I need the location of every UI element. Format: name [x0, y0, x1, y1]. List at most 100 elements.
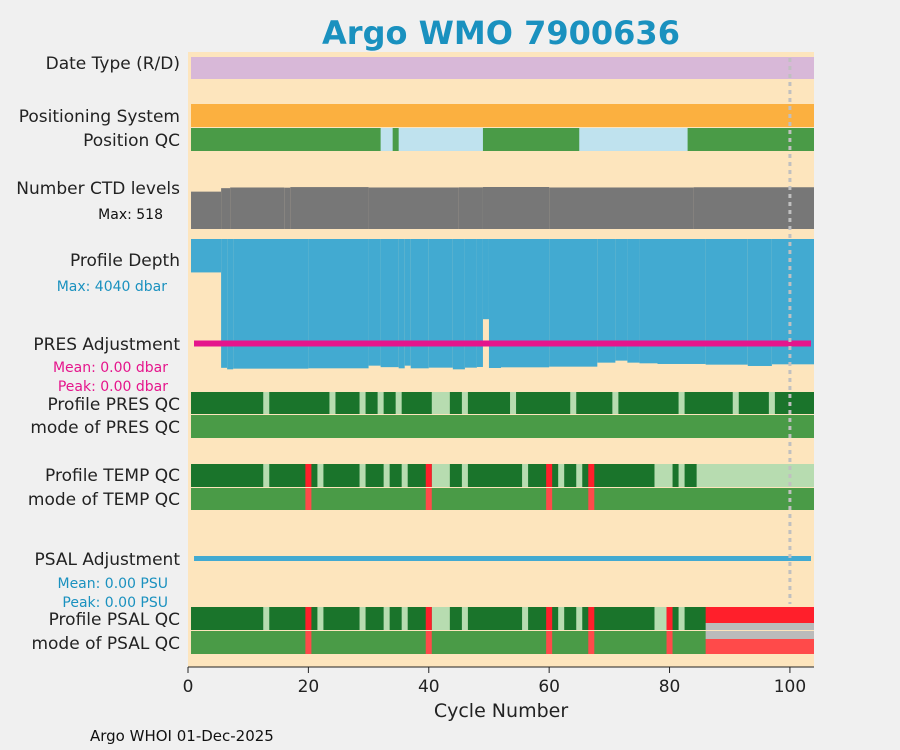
row-labels: Date Type (R/D) Positioning System Posit… — [16, 54, 180, 654]
profile-pres-qc-segment — [461, 392, 468, 414]
profile-depth-column — [191, 239, 222, 273]
profile-depth-column — [404, 239, 411, 366]
profile-psal-qc-segment — [431, 607, 450, 630]
profile-depth-column — [747, 239, 772, 366]
x-tick-label: 60 — [538, 677, 560, 697]
profile-psal-qc-segment — [383, 607, 390, 630]
profile-psal-qc-bad-segment — [305, 607, 312, 630]
profile-pres-qc-segment — [359, 392, 366, 414]
profile-temp-qc-segment — [678, 464, 685, 487]
profile-depth-column — [227, 239, 234, 370]
profile-pres-qc-segment — [612, 392, 619, 414]
positioning-system-bar — [191, 104, 814, 127]
profile-psal-qc-bad-segment — [588, 607, 595, 630]
label-psal-adjustment: PSAL Adjustment — [35, 550, 181, 570]
profile-temp-qc-segment — [558, 464, 565, 487]
profile-depth-column — [398, 239, 405, 369]
profile-psal-qc-segment — [678, 607, 685, 630]
position-qc-interpolated-segment — [398, 128, 483, 151]
profile-pres-qc-segment — [732, 392, 739, 414]
mode-psal-qc-bar — [191, 631, 814, 654]
profile-psal-qc-bad-segment — [425, 607, 432, 630]
profile-psal-qc-segment — [317, 607, 324, 630]
profile-temp-qc-segment — [461, 464, 468, 487]
mode-psal-qc-bad-segment — [425, 631, 432, 654]
profile-psal-qc-segment — [401, 607, 408, 630]
position-qc-interpolated-segment — [380, 128, 393, 151]
ctd-levels-column — [230, 187, 285, 229]
profile-psal-qc-segment — [461, 607, 468, 630]
profile-psal-qc-segment — [359, 607, 366, 630]
label-psal-peak: Peak: 0.00 PSU — [62, 595, 168, 611]
x-axis: 0 20 40 60 80 100 — [183, 666, 814, 697]
mode-temp-qc-bad-segment — [588, 488, 595, 510]
mode-temp-qc-bad-segment — [425, 488, 432, 510]
profile-pres-qc-segment — [678, 392, 685, 414]
profile-temp-qc-segment — [359, 464, 366, 487]
x-axis-label: Cycle Number — [434, 700, 568, 722]
label-profile-temp-qc: Profile TEMP QC — [45, 466, 180, 486]
profile-temp-qc-segment — [576, 464, 583, 487]
label-psal-mean: Mean: 0.00 PSU — [57, 576, 168, 592]
ctd-levels-column — [284, 187, 291, 229]
profile-depth-column — [488, 239, 501, 368]
profile-pres-qc-bar — [191, 392, 814, 414]
x-tick-label: 80 — [659, 677, 681, 697]
label-mode-temp-qc: mode of TEMP QC — [28, 490, 180, 510]
profile-psal-qc-bad-range — [705, 607, 814, 623]
profile-temp-qc-segment — [317, 464, 324, 487]
profile-psal-qc-segment — [263, 607, 270, 630]
profile-pres-qc-segment — [570, 392, 577, 414]
profile-temp-qc-bad-segment — [305, 464, 312, 487]
label-profile-psal-qc: Profile PSAL QC — [49, 610, 180, 630]
profile-pres-qc-segment — [263, 392, 270, 414]
profile-psal-qc-segment — [576, 607, 583, 630]
profile-pres-qc-segment — [395, 392, 402, 414]
ctd-levels-column — [482, 187, 550, 229]
data-rows — [191, 57, 815, 654]
profile-depth-column — [476, 239, 483, 367]
label-positioning-system: Positioning System — [19, 107, 180, 127]
profile-depth-column — [380, 239, 399, 368]
profile-pres-qc-segment — [431, 392, 450, 414]
profile-depth-column — [639, 239, 658, 364]
profile-temp-qc-segment — [401, 464, 408, 487]
profile-depth-column — [549, 239, 598, 367]
profile-temp-qc-bad-segment — [546, 464, 553, 487]
profile-pres-qc-segment — [377, 392, 384, 414]
profile-temp-qc-segment — [431, 464, 450, 487]
chart-title: Argo WMO 7900636 — [322, 14, 680, 52]
label-profile-depth: Profile Depth — [70, 251, 180, 271]
position-qc-interpolated-segment — [579, 128, 688, 151]
profile-psal-qc-segment — [522, 607, 529, 630]
profile-depth-column — [233, 239, 309, 369]
profile-depth-column — [597, 239, 616, 363]
mode-temp-qc-bad-segment — [305, 488, 312, 510]
label-mode-psal-qc: mode of PSAL QC — [31, 634, 180, 654]
label-depth-max: Max: 4040 dbar — [57, 279, 168, 295]
ctd-levels-column — [693, 187, 814, 229]
mode-psal-qc-bad-segment — [546, 631, 553, 654]
profile-temp-qc-segment — [654, 464, 673, 487]
x-tick-label: 0 — [183, 677, 194, 697]
x-tick-label: 20 — [298, 677, 320, 697]
ctd-levels-column — [458, 187, 483, 229]
profile-depth-column — [501, 239, 550, 368]
mode-psal-qc-missing-range — [705, 631, 814, 639]
label-pres-mean: Mean: 0.00 dbar — [53, 360, 168, 376]
mode-temp-qc-bad-segment — [546, 488, 553, 510]
profile-depth-column — [482, 239, 489, 320]
profile-depth-column — [368, 239, 381, 366]
profile-psal-qc-bad-segment — [666, 607, 673, 630]
position-qc-bar — [191, 128, 814, 151]
profile-temp-qc-segment — [522, 464, 529, 487]
date-type-bar — [191, 57, 814, 79]
footer-credit: Argo WHOI 01-Dec-2025 — [90, 727, 274, 745]
profile-temp-qc-bad-segment — [425, 464, 432, 487]
mode-psal-qc-bad-segment — [588, 631, 595, 654]
mode-pres-qc-bar — [191, 415, 814, 438]
profile-depth-column — [627, 239, 640, 363]
profile-temp-qc-bad-segment — [588, 464, 595, 487]
profile-depth-column — [308, 239, 369, 369]
ctd-levels-column — [221, 188, 231, 229]
